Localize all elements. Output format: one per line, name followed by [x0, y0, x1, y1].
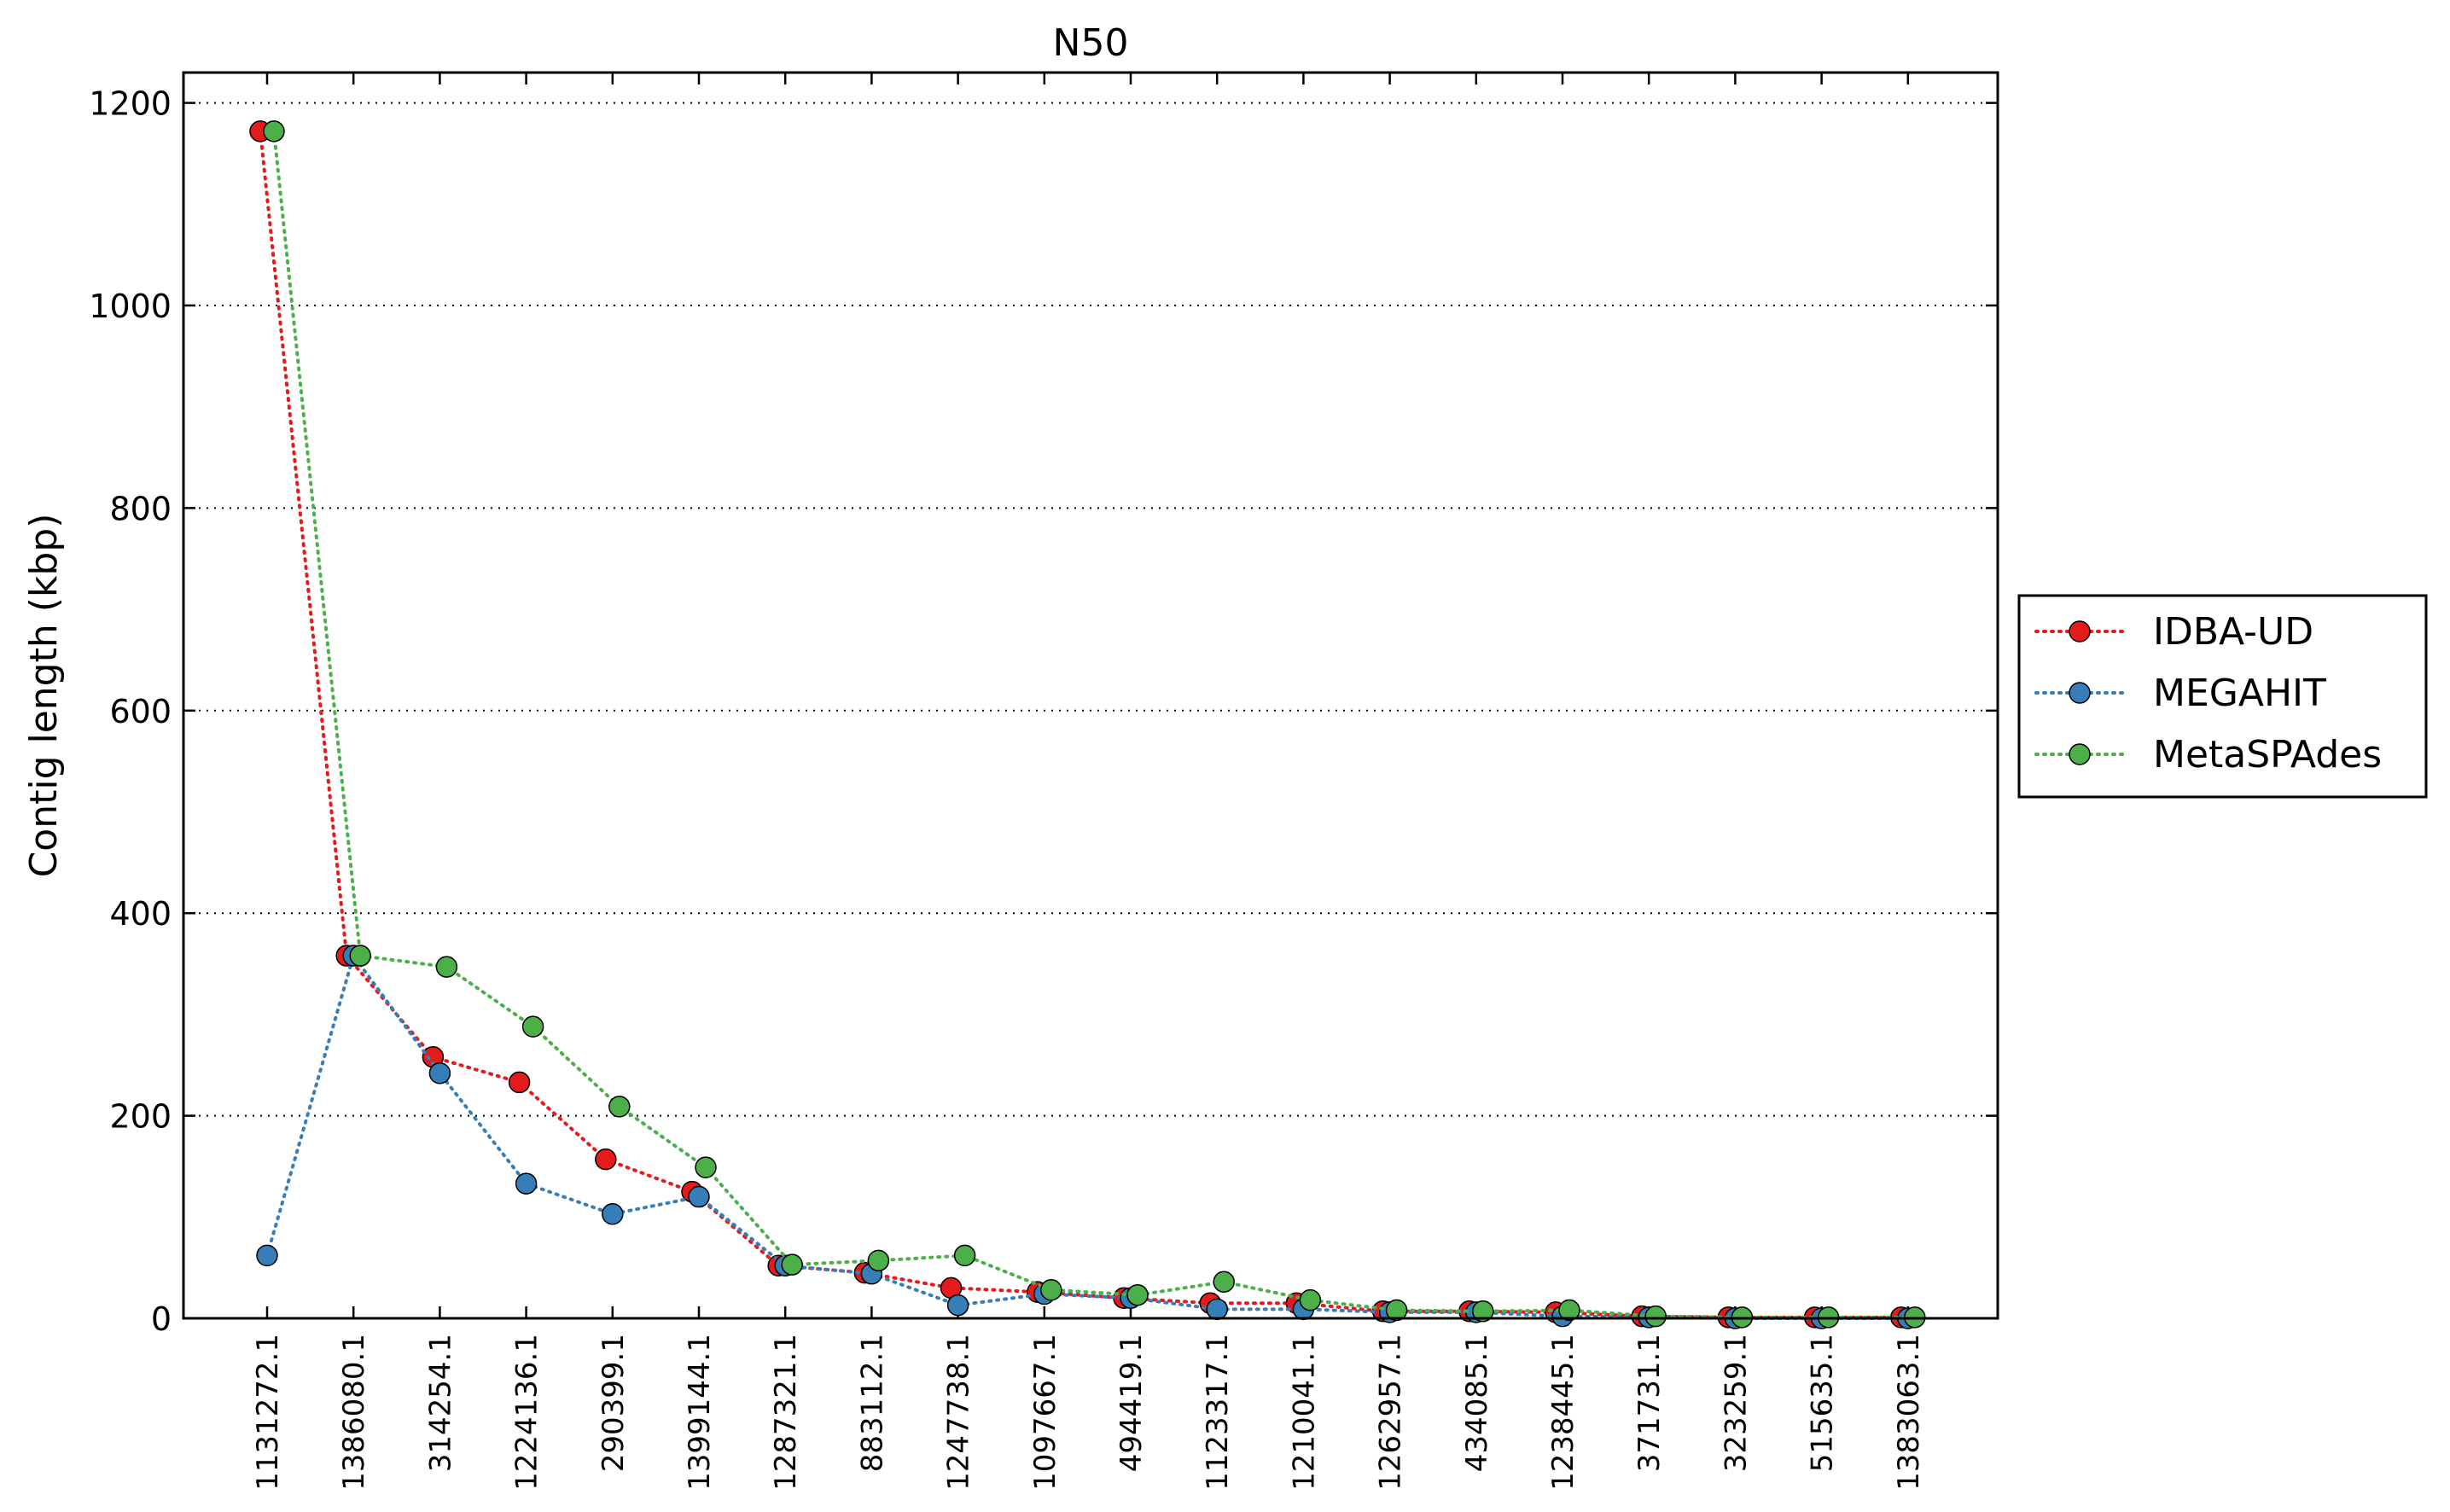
y-tick-label: 1200: [89, 85, 172, 123]
legend-entry: MetaSPAdes: [2034, 733, 2382, 776]
series-idba-ud: [249, 120, 1912, 1329]
data-point: [1558, 1299, 1580, 1322]
series-line: [265, 951, 1910, 1320]
chart-title: N50: [1053, 21, 1129, 65]
data-point: [1385, 1299, 1408, 1322]
y-axis-ticks: 0 200 400 600 800 1000 1200: [89, 85, 1998, 1338]
legend-marker: [2069, 682, 2091, 704]
y-axis-label: Contig length (kbp): [22, 514, 66, 878]
x-tick-label: 883112.1: [855, 1334, 889, 1472]
data-point: [349, 945, 371, 967]
data-point: [1206, 1298, 1228, 1321]
legend-marker: [2069, 620, 2091, 643]
x-axis-ticks: 1131272.1 1386080.1 314254.1 1224136.1 29039…: [251, 73, 1926, 1491]
data-point: [608, 1096, 631, 1118]
y-tick-label: 800: [109, 490, 172, 527]
data-point: [508, 1071, 531, 1094]
data-point: [263, 120, 285, 142]
data-point: [1213, 1271, 1235, 1294]
y-tick-label: 200: [109, 1098, 172, 1136]
data-point: [602, 1202, 624, 1225]
x-tick-label: 1238445.1: [1546, 1334, 1580, 1491]
data-point: [1040, 1279, 1062, 1301]
data-point: [781, 1253, 803, 1276]
series-metaspades: [263, 120, 1926, 1329]
data-point: [1126, 1283, 1149, 1306]
data-point: [521, 1015, 544, 1038]
x-tick-label: 1383063.1: [1892, 1334, 1926, 1491]
y-tick-label: 0: [151, 1300, 172, 1338]
x-tick-label: 494419.1: [1114, 1334, 1149, 1472]
legend-label: MetaSPAdes: [2153, 733, 2382, 776]
x-tick-label: 1262957.1: [1374, 1334, 1408, 1491]
legend-label: MEGAHIT: [2153, 672, 2326, 715]
data-point: [1299, 1288, 1322, 1311]
x-tick-label: 434085.1: [1460, 1334, 1494, 1472]
series-megahit: [256, 945, 1919, 1329]
legend-marker: [2069, 743, 2091, 765]
x-tick-label: 1386080.1: [337, 1334, 371, 1491]
data-point: [953, 1244, 976, 1267]
x-tick-label: 323259.1: [1719, 1334, 1753, 1472]
x-tick-label: 1097667.1: [1028, 1334, 1062, 1491]
legend-entry: IDBA-UD: [2034, 610, 2313, 654]
data-point: [1644, 1305, 1667, 1328]
series-line: [259, 129, 1903, 1319]
x-tick-label: 1287321.1: [769, 1334, 803, 1491]
y-tick-label: 1000: [89, 288, 172, 325]
data-point: [946, 1294, 969, 1317]
data-point: [1472, 1300, 1494, 1323]
x-tick-label: 1210041.1: [1287, 1334, 1321, 1491]
x-tick-label: 1399144.1: [683, 1334, 717, 1491]
data-point: [867, 1249, 890, 1272]
grid-lines: [183, 102, 1998, 1117]
x-tick-label: 1247738.1: [942, 1334, 976, 1491]
x-tick-label: 515635.1: [1806, 1334, 1840, 1472]
legend-entry: MEGAHIT: [2034, 672, 2326, 715]
data-point: [688, 1185, 710, 1208]
x-tick-label: 371731.1: [1632, 1334, 1667, 1472]
x-tick-label: 314254.1: [423, 1334, 457, 1472]
data-point: [515, 1172, 538, 1195]
series-line: [272, 129, 1917, 1319]
legend-label: IDBA-UD: [2153, 610, 2313, 654]
x-tick-label: 290399.1: [596, 1334, 631, 1472]
x-tick-label: 1131272.1: [251, 1334, 285, 1491]
data-point: [435, 956, 458, 978]
data-point: [695, 1156, 717, 1178]
plot-frame: [182, 71, 1999, 1320]
series-layer: [249, 120, 1926, 1329]
legend: IDBA-UD MEGAHIT MetaSPAdes: [2017, 594, 2428, 799]
y-tick-label: 400: [109, 895, 172, 933]
x-tick-label: 1224136.1: [510, 1334, 544, 1491]
data-point: [428, 1061, 451, 1085]
x-tick-label: 1123317.1: [1201, 1334, 1235, 1491]
data-point: [595, 1148, 617, 1171]
y-tick-label: 600: [109, 693, 172, 730]
data-point: [256, 1244, 278, 1267]
